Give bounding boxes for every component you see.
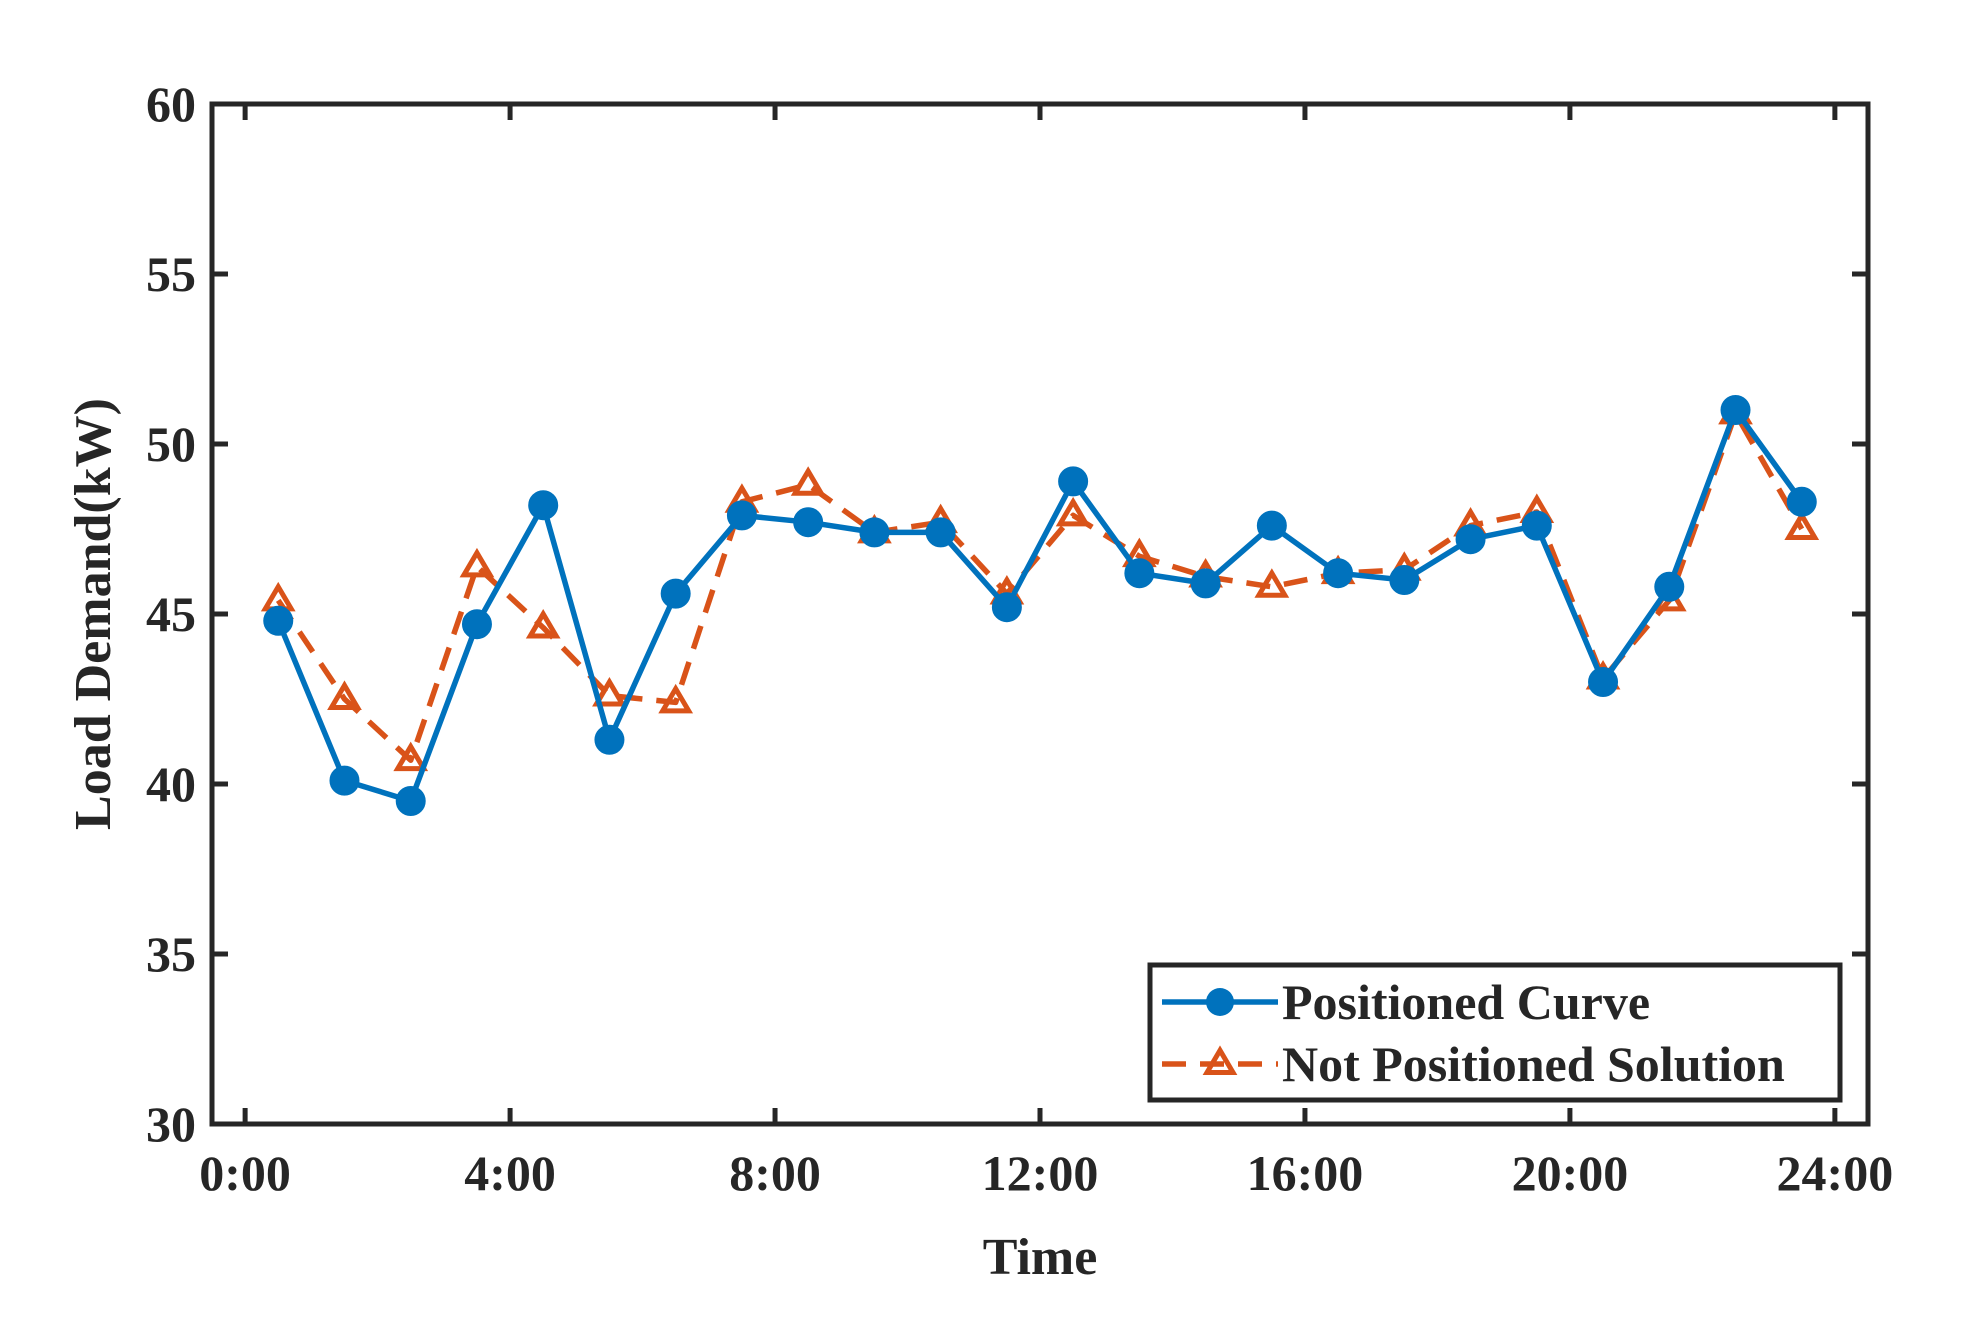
legend-box: [1147, 962, 1843, 1103]
y-axis-label: Load Demand(kW): [65, 398, 122, 830]
data-point: [525, 609, 561, 639]
x-axis-label: Time: [983, 1229, 1098, 1286]
data-point: [1720, 395, 1751, 425]
x-tick-label: 24:00: [1777, 1145, 1894, 1201]
y-tick-label: 30: [146, 1096, 196, 1152]
x-tick-label: 20:00: [1512, 1145, 1629, 1201]
y-tick-label: 40: [146, 756, 196, 812]
data-point: [1190, 568, 1221, 599]
data-point: [461, 609, 492, 640]
data-point: [459, 547, 495, 578]
legend: Positioned Curve Not Positioned Solution: [1147, 962, 1843, 1103]
x-tick-label: 16:00: [1247, 1145, 1364, 1201]
data-point: [925, 517, 956, 548]
series-line: [275, 407, 1804, 804]
data-point: [658, 683, 694, 714]
plot-area-frame: [209, 101, 1871, 1127]
x-tick-label: 12:00: [982, 1145, 1099, 1201]
data-point: [395, 786, 426, 816]
data-point: [1055, 496, 1091, 527]
data-point: [594, 724, 625, 755]
x-tick-label: 8:00: [729, 1145, 821, 1201]
data-point: [790, 466, 826, 496]
data-point: [660, 578, 691, 609]
data-point: [1389, 565, 1420, 595]
legend-label: Positioned Curve: [1282, 974, 1650, 1030]
data-point: [1058, 466, 1089, 497]
data-point: [1256, 510, 1287, 541]
data-point: [263, 605, 294, 636]
y-tick-label: 60: [146, 76, 196, 132]
data-point: [793, 507, 824, 538]
x-tick-label: 4:00: [464, 1145, 556, 1201]
data-point: [1455, 524, 1486, 555]
legend-label: Not Positioned Solution: [1282, 1036, 1785, 1092]
y-tick-label: 50: [146, 416, 196, 472]
data-point: [1784, 510, 1820, 540]
data-point: [1654, 571, 1685, 602]
legend-item: Positioned Curve: [1162, 974, 1650, 1030]
y-tick-label: 55: [146, 246, 196, 302]
legend-marker: [1206, 988, 1234, 1016]
data-point: [1588, 667, 1619, 697]
data-point: [1786, 486, 1817, 517]
legend-item: Not Positioned Solution: [1162, 1036, 1785, 1092]
data-point: [1124, 558, 1155, 589]
data-point: [726, 500, 757, 531]
y-tick-label: 35: [146, 926, 196, 982]
x-tick-label: 0:00: [199, 1145, 291, 1201]
data-point: [327, 680, 362, 710]
data-point: [859, 517, 890, 548]
data-point: [991, 592, 1022, 623]
legend-marker: [1202, 1045, 1238, 1075]
data-point: [1254, 568, 1290, 598]
data-point: [592, 677, 627, 707]
data-point: [1521, 510, 1552, 541]
data-point: [1323, 558, 1354, 589]
data-point: [329, 765, 360, 796]
y-tick-label: 45: [146, 586, 196, 642]
series-positioned-curve: [263, 395, 1817, 816]
data-point: [528, 490, 559, 521]
data-point: [393, 741, 429, 772]
